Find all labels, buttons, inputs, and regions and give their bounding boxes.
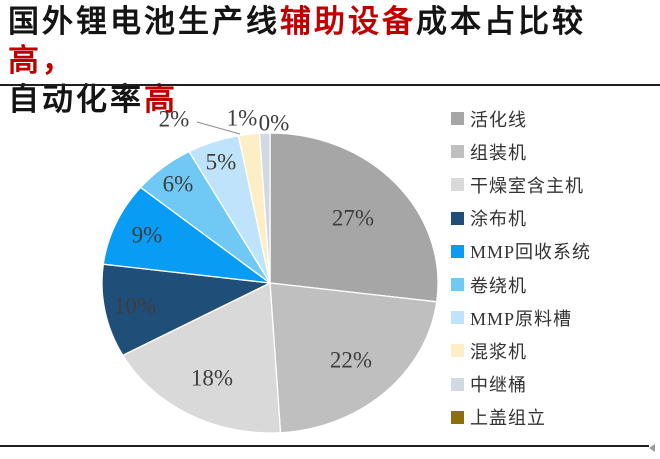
legend-item: 上盖组立: [451, 401, 591, 434]
legend-label: 混浆机: [470, 341, 527, 362]
pie-slice-1: [269, 132, 439, 303]
title-segment: 自动化率: [8, 82, 144, 117]
pie-slice-5: [102, 186, 273, 284]
legend-swatch: [451, 145, 464, 159]
legend-label: 组装机: [470, 142, 527, 163]
legend-swatch: [451, 410, 464, 424]
legend-item: 涂布机: [451, 202, 591, 235]
legend-swatch: [451, 278, 464, 292]
legend-label: MMP回收系统: [470, 242, 592, 263]
legend-swatch: [451, 344, 464, 358]
legend-label: 上盖组立: [470, 408, 546, 429]
pie-slice-3: [121, 281, 282, 434]
legend-swatch: [451, 377, 464, 391]
legend-swatch: [451, 112, 464, 126]
bottom-border: [0, 445, 649, 447]
page-title: 国外锂电池生产线辅助设备成本占比较高， 自动化率高: [8, 2, 648, 119]
pie-slice-9: [258, 132, 271, 284]
chart-legend: 活化线组装机干燥室含主机 涂布机 MMP回收系统 卷绕机 MMP原料槽 混浆机中继桶上盖组…: [451, 102, 591, 434]
legend-swatch: [451, 178, 464, 192]
pie-slice-label: 6%: [163, 172, 194, 197]
legend-label: MMP原料槽: [470, 308, 573, 329]
legend-item: 卷绕机: [451, 268, 591, 301]
legend-item: MMP原料槽: [451, 301, 591, 334]
label-leader-line: [196, 121, 241, 135]
legend-label: 活化线: [470, 109, 527, 130]
legend-label: 中继桶: [470, 375, 527, 396]
legend-swatch: [451, 211, 464, 225]
pie-slice-label: 2%: [159, 107, 190, 132]
pie-slice-label: 1%: [227, 106, 258, 131]
pie-slice-label: 0%: [259, 111, 290, 136]
legend-label: 干燥室含主机: [470, 175, 584, 196]
legend-label: 卷绕机: [470, 275, 527, 296]
pie-slice-label: 27%: [332, 206, 374, 231]
legend-item: 干燥室含主机: [451, 168, 591, 201]
scroll-left-arrow-icon: [649, 444, 655, 452]
legend-item: 中继桶: [451, 368, 591, 401]
legend-item: 组装机: [451, 135, 591, 168]
pie-slice-label: 18%: [191, 366, 233, 391]
legend-swatch: [451, 244, 464, 258]
title-underline: [0, 84, 660, 86]
legend-item: 混浆机: [451, 334, 591, 367]
pie-slice-label: 10%: [114, 294, 156, 319]
legend-item: MMP回收系统: [451, 235, 591, 268]
title-segment-emphasis: 高: [144, 82, 178, 117]
pie-slice-2: [269, 282, 438, 434]
title-segment: 国外锂电池生产线: [8, 4, 280, 39]
title-segment: 成本占比较: [416, 4, 586, 39]
title-segment-emphasis: 辅助设备: [280, 4, 416, 39]
pie-slice-label: 9%: [132, 223, 163, 248]
legend-label: 涂布机: [470, 209, 527, 230]
legend-swatch: [451, 311, 464, 325]
legend-item: 活化线: [451, 102, 591, 135]
pie-slice-label: 22%: [330, 348, 372, 373]
pie-slice-label: 5%: [206, 150, 237, 175]
pie-slice-4: [101, 263, 273, 357]
title-segment-emphasis: 高，: [8, 43, 76, 78]
